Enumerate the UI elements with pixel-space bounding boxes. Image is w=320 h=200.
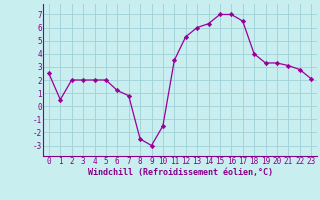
X-axis label: Windchill (Refroidissement éolien,°C): Windchill (Refroidissement éolien,°C) [87,168,273,177]
